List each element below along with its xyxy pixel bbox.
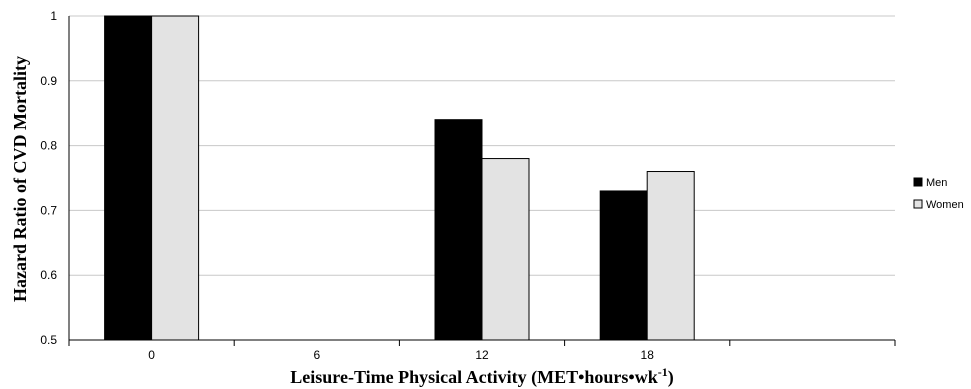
y-tick-label: 0.8 [40, 139, 57, 153]
y-tick-label: 0.9 [40, 74, 57, 88]
bar-women-12 [481, 158, 530, 341]
bar-men-0 [104, 15, 153, 341]
y-tick-label: 0.7 [40, 203, 57, 217]
x-tick-label: 12 [475, 348, 489, 362]
x-tick-label: 6 [313, 348, 320, 362]
bar-women-0 [151, 15, 200, 341]
bar-men-18 [599, 190, 648, 341]
x-tick-labels: 0 6 12 18 [148, 348, 654, 362]
y-axis-label: Hazard Ratio of CVD Mortality [10, 56, 30, 302]
legend: Men Women [913, 177, 964, 211]
bars [104, 15, 695, 341]
bar-women-18 [646, 171, 695, 341]
legend-label-women: Women [926, 199, 964, 211]
bar-men-12 [434, 119, 483, 341]
legend-swatch-men [913, 177, 923, 187]
x-tick-label: 0 [148, 348, 155, 362]
legend-label-men: Men [926, 177, 947, 189]
x-axis-label-main: Leisure-Time Physical Activity (MET•hour… [290, 367, 657, 388]
x-axis-label-suffix: ) [668, 367, 674, 388]
x-axis-label: Leisure-Time Physical Activity (MET•hour… [290, 365, 673, 388]
axes [68, 16, 896, 346]
y-tick-labels: 0.5 0.6 0.7 0.8 0.9 1 [40, 9, 57, 347]
x-tick-label: 18 [641, 348, 655, 362]
y-tick-label: 0.5 [40, 333, 57, 347]
y-tick-label: 1 [50, 9, 57, 23]
y-tick-label: 0.6 [40, 268, 57, 282]
x-axis-label-superscript: -1 [658, 365, 668, 379]
legend-swatch-women [913, 199, 923, 209]
